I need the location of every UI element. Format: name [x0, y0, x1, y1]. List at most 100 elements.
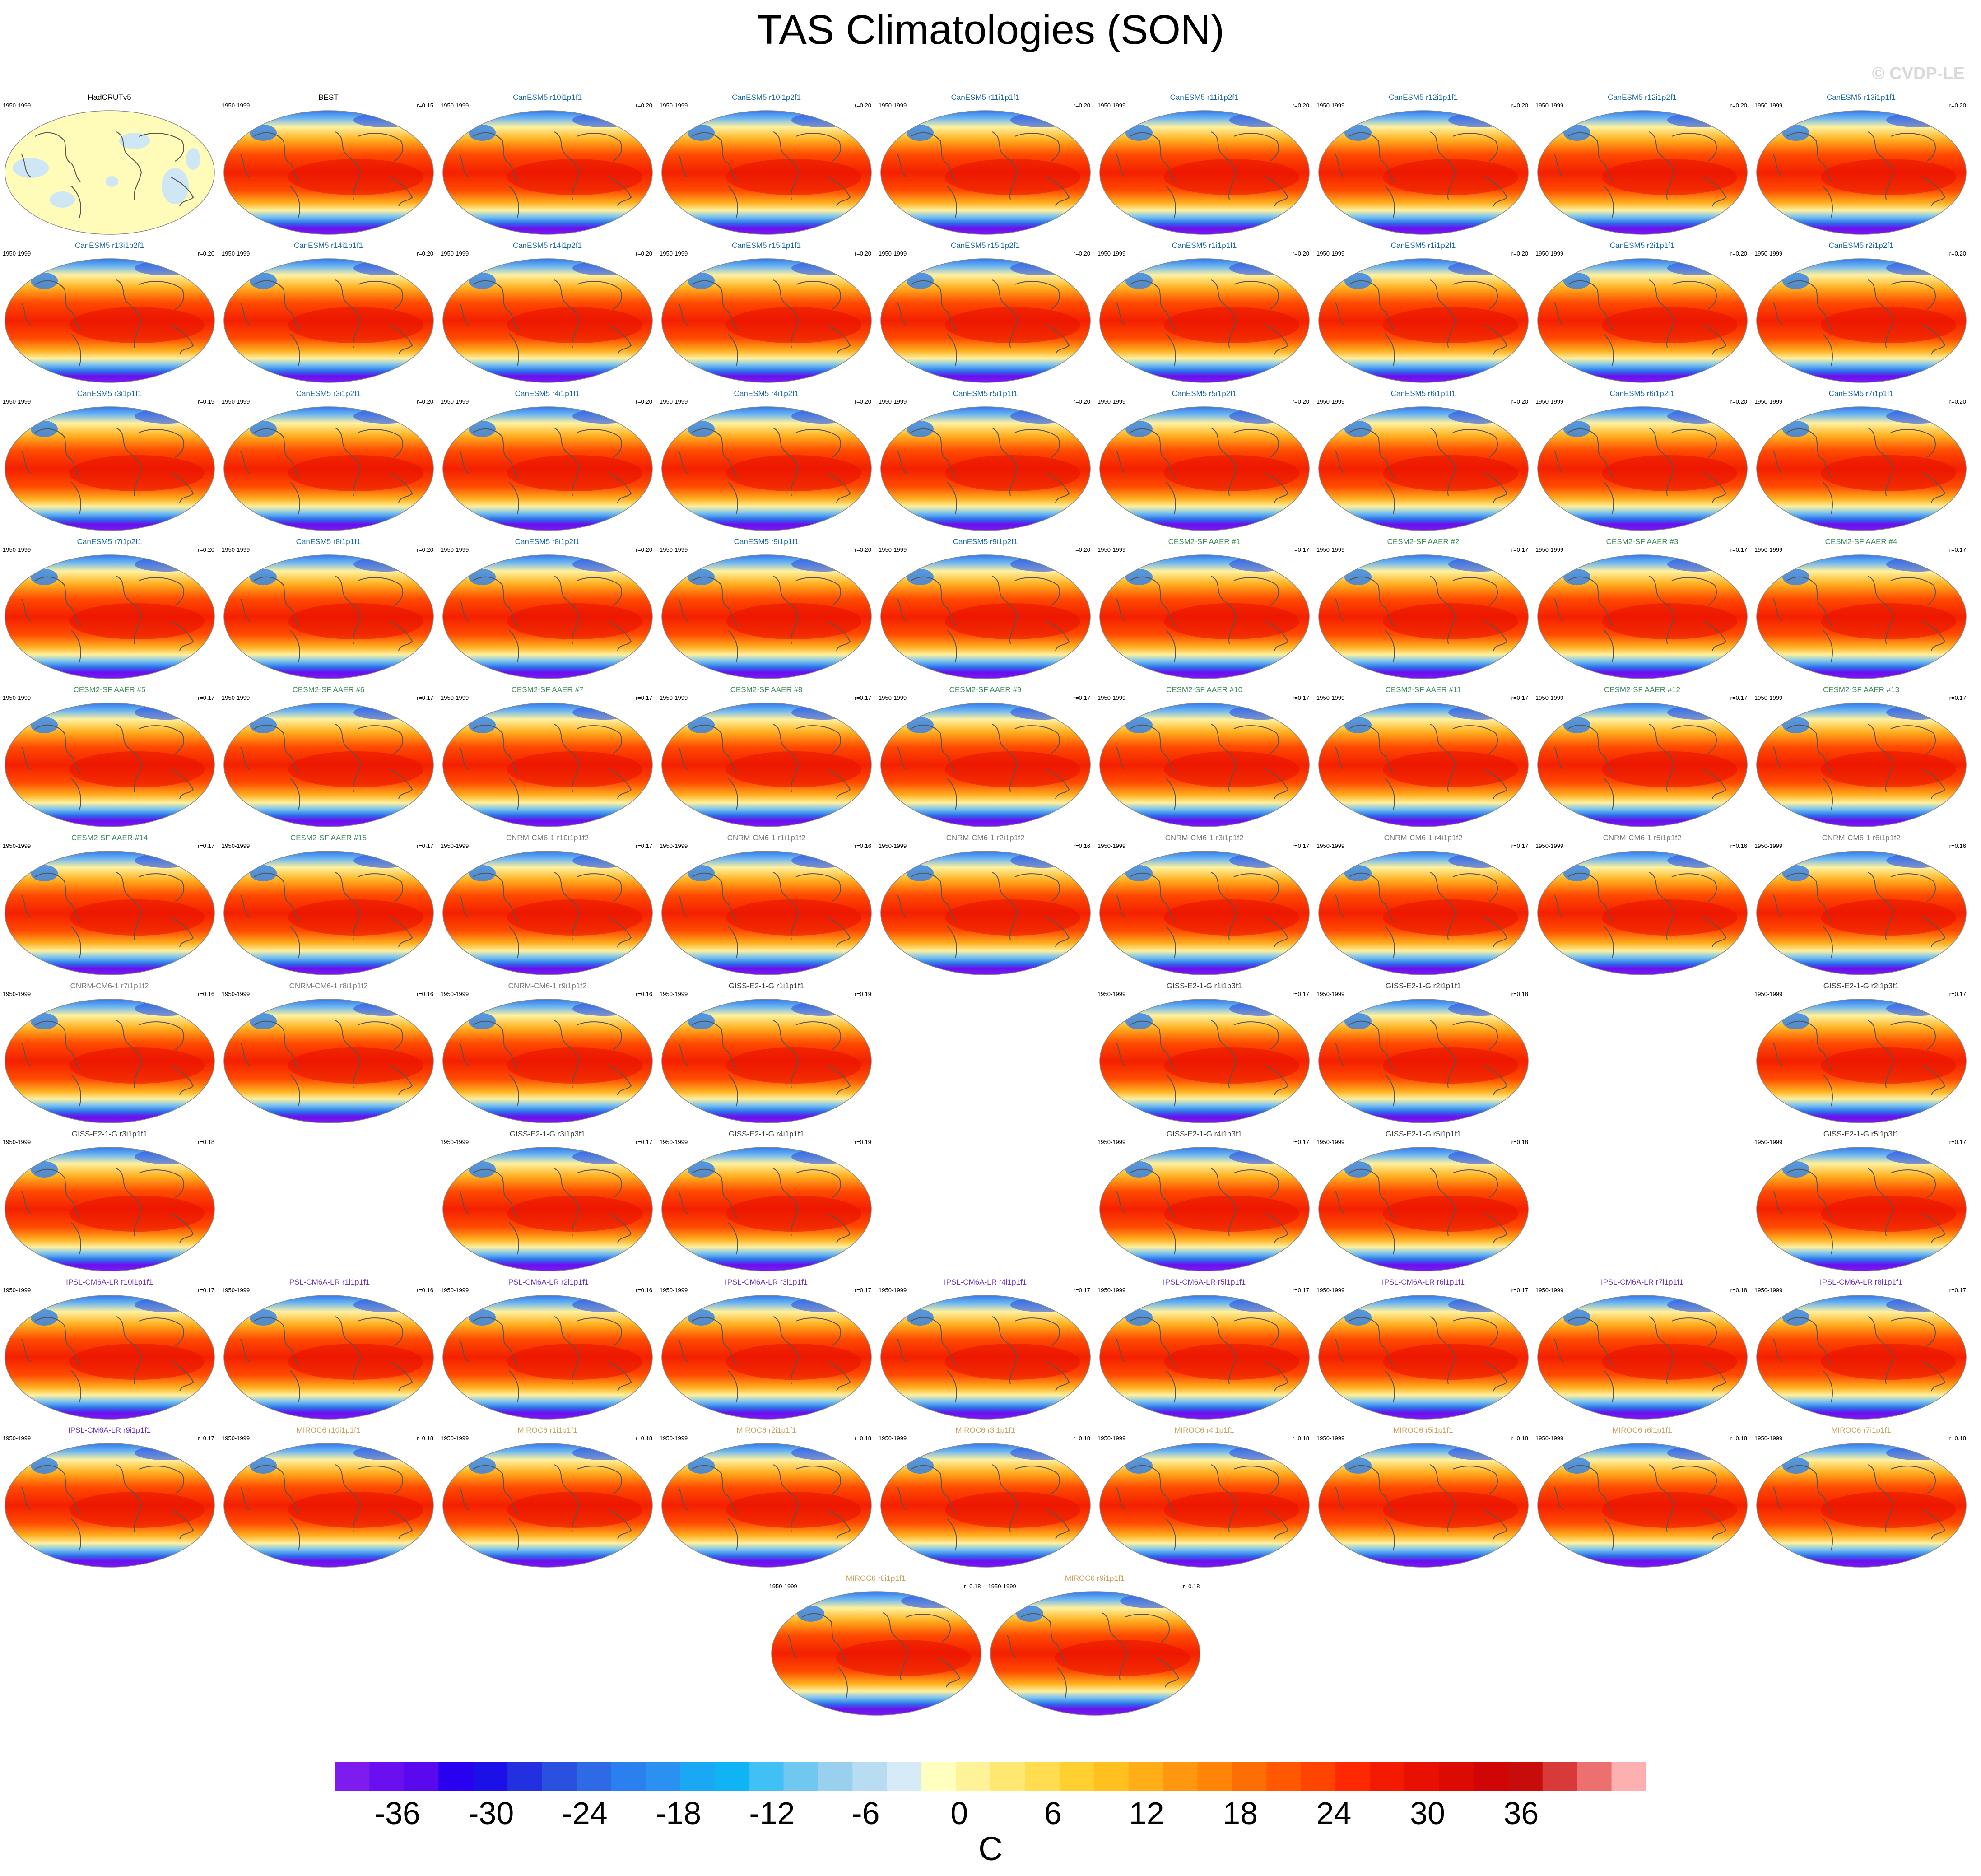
warm-pool — [288, 899, 423, 936]
map-plot — [1318, 554, 1529, 679]
warm-pool — [1164, 159, 1299, 195]
panel-title: CanESM5 r7i1p2f1 — [77, 537, 142, 546]
coastline — [1014, 281, 1060, 310]
coastline — [1014, 873, 1060, 902]
panel-correlation: r=0.20 — [1292, 250, 1309, 257]
coastline — [678, 1487, 688, 1510]
panel-title: CanESM5 r13i1p2f1 — [74, 241, 144, 250]
panel-period: 1950-1999 — [879, 546, 907, 553]
map-outline — [1318, 999, 1529, 1123]
map-panel: GISS-E2-1-G r2i1p3f1 1950-1999 r=0.17 — [1752, 979, 1971, 1123]
map-plot — [1756, 554, 1967, 679]
coastline — [459, 1339, 469, 1362]
map-outline — [1099, 1295, 1310, 1420]
panel-correlation: r=0.20 — [635, 102, 652, 109]
coastline — [1349, 1168, 1395, 1219]
panel-title: CanESM5 r2i1p1f1 — [1609, 241, 1675, 250]
panel-correlation: r=0.18 — [1730, 1435, 1747, 1442]
panel-correlation: r=0.17 — [1949, 1287, 1966, 1294]
panel-period: 1950-1999 — [660, 1435, 688, 1442]
panel-period: 1950-1999 — [1316, 546, 1345, 553]
panel-period: 1950-1999 — [222, 1287, 250, 1294]
coastline — [1604, 1370, 1614, 1403]
colorbar-box — [1025, 1762, 1060, 1791]
coastline — [358, 577, 403, 606]
coastline — [509, 926, 519, 959]
coastline — [1452, 429, 1498, 458]
warm-pool — [1383, 899, 1518, 936]
map-plot — [880, 851, 1091, 975]
panel-period: 1950-1999 — [1097, 398, 1126, 405]
coastline — [897, 302, 907, 326]
coastline — [509, 186, 519, 218]
coastline — [1335, 1043, 1345, 1066]
coastline — [1385, 778, 1395, 810]
map-panel: CanESM5 r10i1p2f1 1950-1999 r=0.20 — [657, 90, 876, 235]
coastline — [358, 1466, 403, 1494]
coastline — [554, 279, 580, 348]
panel-title: CanESM5 r3i1p2f1 — [296, 389, 361, 398]
coastline — [21, 746, 31, 770]
map-outline — [1318, 1147, 1529, 1271]
panel-correlation: r=0.17 — [854, 694, 871, 701]
panel-period: 1950-1999 — [1097, 843, 1126, 849]
colorbar-box — [438, 1762, 474, 1791]
coastline — [1922, 1509, 1946, 1540]
panel-correlation: r=0.17 — [1292, 1287, 1309, 1294]
coastline — [1166, 186, 1176, 218]
coastline — [1671, 873, 1717, 902]
map-outline — [1756, 1295, 1967, 1420]
coastline — [509, 482, 519, 514]
warm-pool — [507, 751, 642, 787]
coastline — [1786, 132, 1832, 182]
panel-title: GISS-E2-1-G r4i1p1f1 — [728, 1130, 804, 1138]
coastline — [1130, 872, 1176, 922]
map-plot — [223, 554, 434, 679]
colorbar-box — [1404, 1762, 1439, 1791]
warm-pool — [1821, 1344, 1956, 1380]
coastline — [71, 1074, 81, 1107]
colorbar-box — [335, 1762, 370, 1791]
coastline — [1703, 473, 1727, 503]
map-panel: CanESM5 r3i1p2f1 1950-1999 r=0.20 — [219, 386, 438, 531]
panel-correlation: r=0.18 — [1949, 1435, 1966, 1442]
coastline — [358, 429, 403, 458]
coastline — [1211, 872, 1237, 940]
map-plot — [223, 1295, 434, 1420]
map-panel: CNRM-CM6-1 r6i1p1f2 1950-1999 r=0.16 — [1752, 831, 1971, 975]
panel-title: MIROC6 r3i1p1f1 — [955, 1426, 1015, 1434]
panel-title: BEST — [318, 93, 339, 102]
map-plot — [661, 258, 872, 383]
panel-correlation: r=0.17 — [197, 1287, 214, 1294]
panel-correlation: r=0.20 — [1073, 102, 1090, 109]
coastline — [1211, 724, 1237, 792]
panel-correlation: r=0.16 — [416, 991, 433, 997]
map-plot — [1756, 110, 1967, 235]
coastline — [139, 1021, 184, 1050]
coastline — [728, 926, 738, 959]
panel-correlation: r=0.18 — [416, 1435, 433, 1442]
coastline — [21, 1043, 31, 1066]
panel-title: GISS-E2-1-G r5i1p1f1 — [1385, 1130, 1461, 1138]
panel-title: IPSL-CM6A-LR r10i1p1f1 — [66, 1278, 153, 1286]
coastline — [335, 1464, 361, 1533]
colorbar-box — [1197, 1762, 1232, 1791]
coastline — [1102, 1612, 1127, 1681]
coastline — [116, 576, 142, 644]
colorbar-box — [680, 1762, 715, 1791]
coastline — [897, 598, 907, 622]
coastline — [608, 1065, 632, 1095]
coastline — [1211, 428, 1237, 496]
map-plot — [1537, 406, 1748, 531]
map-plot — [5, 554, 215, 679]
map-panel: GISS-E2-1-G r4i1p3f1 1950-1999 r=0.17 — [1095, 1127, 1314, 1271]
coastline — [116, 1168, 142, 1237]
warm-pool — [1602, 1344, 1737, 1380]
coastline — [827, 917, 851, 947]
coastline — [554, 1020, 580, 1089]
coastline — [1823, 482, 1833, 514]
coastline — [473, 1465, 519, 1515]
map-panel: MIROC6 r2i1p1f1 1950-1999 r=0.18 — [657, 1423, 876, 1568]
coastline — [1166, 1074, 1176, 1107]
coastline — [608, 917, 632, 947]
